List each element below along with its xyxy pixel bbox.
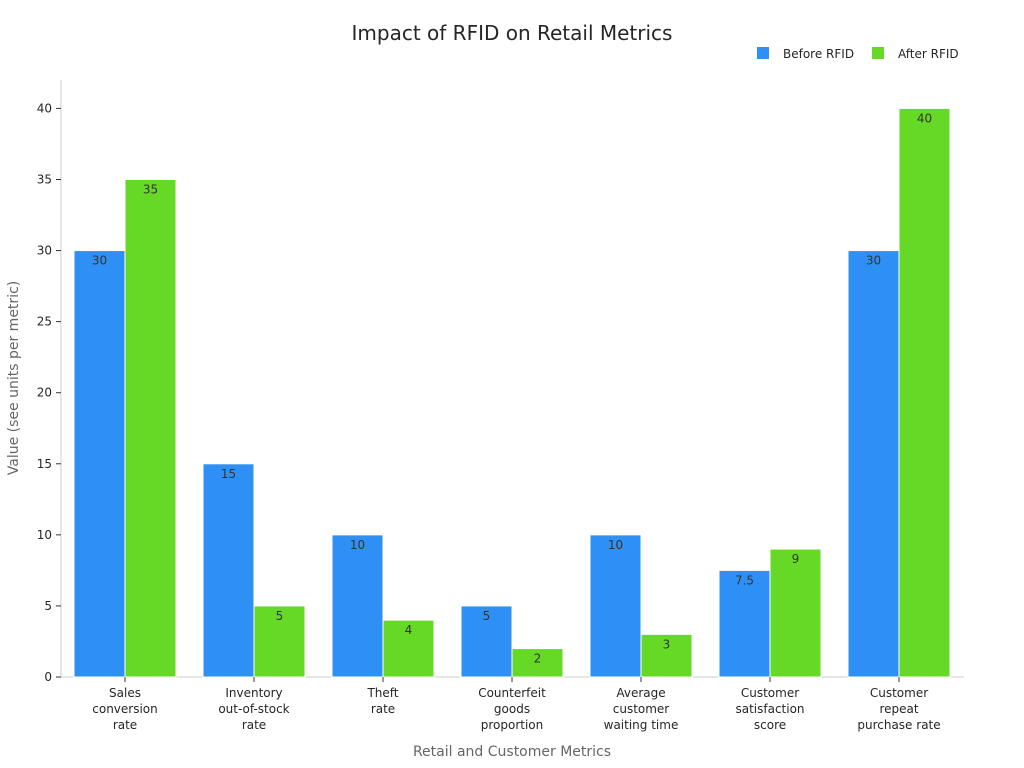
x-tick-label-line: customer (613, 702, 670, 716)
x-tick-label-line: Inventory (225, 686, 282, 700)
data-label: 30 (92, 254, 107, 268)
bars: 30 15 10 5 10 7.5 30 35 5 4 2 3 9 40 (73, 107, 951, 678)
x-tick-label: Customer repeat purchase rate (857, 686, 940, 732)
legend-swatch-after-rfid (872, 47, 884, 59)
data-label: 30 (866, 254, 881, 268)
data-label: 40 (917, 111, 932, 125)
x-tick-label: Inventory out-of-stock rate (218, 686, 289, 732)
y-tick-label: 30 (37, 244, 52, 258)
x-tick-label: Counterfeit goods proportion (478, 686, 546, 732)
data-label: 2 (534, 652, 542, 666)
bar-before-rfid (460, 605, 513, 678)
bar-before-rfid (202, 463, 255, 678)
bar-before-rfid (847, 250, 900, 678)
x-tick-label-line: Customer (870, 686, 928, 700)
x-tick-label-line: Customer (741, 686, 799, 700)
data-label: 10 (350, 538, 365, 552)
x-tick-label-line: satisfaction (735, 702, 804, 716)
legend-swatch-before-rfid (757, 47, 769, 59)
bar-after-rfid (640, 633, 693, 678)
bar-before-rfid (589, 534, 642, 678)
legend-label: After RFID (898, 47, 959, 61)
data-label: 10 (608, 538, 623, 552)
bar-after-rfid (511, 648, 564, 678)
chart-title: Impact of RFID on Retail Metrics (352, 21, 673, 45)
x-tick-label: Sales conversion rate (92, 686, 158, 732)
y-axis-label: Value (see units per metric) (6, 281, 22, 475)
data-label: 9 (792, 552, 800, 566)
bar-after-rfid (253, 605, 306, 678)
x-tick-label-line: Average (616, 686, 665, 700)
y-tick-label: 0 (44, 670, 52, 684)
data-label: 7.5 (735, 573, 754, 587)
x-tick-label-line: waiting time (604, 718, 679, 732)
data-label: 35 (143, 183, 158, 197)
data-label: 5 (276, 609, 284, 623)
data-label: 4 (405, 623, 413, 637)
data-label: 15 (221, 467, 236, 481)
x-tick-label-line: out-of-stock (218, 702, 289, 716)
x-tick-label-line: Sales (109, 686, 141, 700)
x-tick-label-line: rate (242, 718, 266, 732)
x-tick-label-line: Counterfeit (478, 686, 546, 700)
x-tick-label-line: proportion (481, 718, 544, 732)
x-tick-label: Average customer waiting time (604, 686, 679, 732)
x-tick-label-line: goods (494, 702, 530, 716)
x-tick-label-line: score (754, 718, 786, 732)
bar-before-rfid (73, 250, 126, 678)
x-tick-label-line: rate (113, 718, 137, 732)
bar-after-rfid (382, 619, 435, 678)
y-tick-label: 40 (37, 101, 52, 115)
x-tick-label-line: purchase rate (857, 718, 940, 732)
data-label: 5 (483, 609, 491, 623)
x-tick-label-line: rate (371, 702, 395, 716)
bar-after-rfid (124, 179, 177, 678)
bar-before-rfid (718, 569, 771, 678)
y-tick-label: 35 (37, 173, 52, 187)
x-tick-label-line: conversion (92, 702, 158, 716)
x-axis-label: Retail and Customer Metrics (413, 744, 611, 760)
x-tick-label: Theft rate (366, 686, 398, 716)
x-tick-label: Customer satisfaction score (735, 686, 804, 732)
y-tick-label: 10 (37, 528, 52, 542)
legend-label: Before RFID (783, 47, 854, 61)
x-tick-label-line: Theft (366, 686, 398, 700)
bar-before-rfid (331, 534, 384, 678)
bar-after-rfid (769, 548, 822, 678)
x-axis: Sales conversion rate Inventory out-of-stock… (92, 677, 941, 732)
y-tick-label: 5 (44, 599, 52, 613)
y-tick-label: 25 (37, 315, 52, 329)
bar-after-rfid (898, 107, 951, 678)
legend: Before RFID After RFID (757, 47, 959, 61)
y-tick-label: 20 (37, 386, 52, 400)
x-tick-label-line: repeat (879, 702, 918, 716)
y-tick-label: 15 (37, 457, 52, 471)
data-label: 3 (663, 637, 671, 651)
